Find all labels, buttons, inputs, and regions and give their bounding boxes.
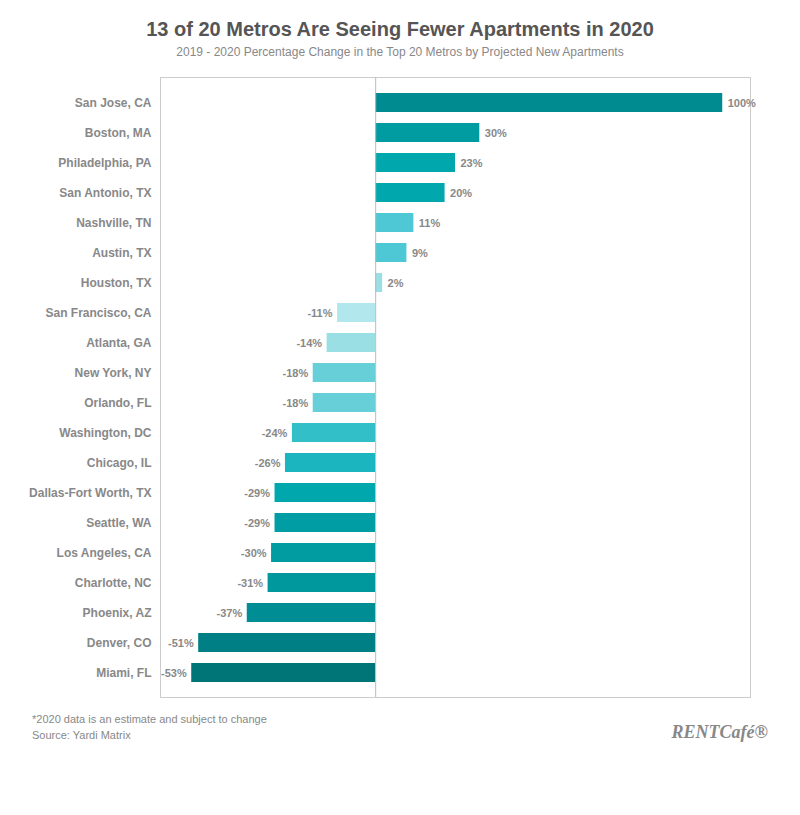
svg-text:Denver, CO: Denver, CO [87, 636, 152, 650]
svg-text:-29%: -29% [244, 487, 270, 499]
svg-text:Boston, MA: Boston, MA [85, 126, 152, 140]
svg-text:San Francisco, CA: San Francisco, CA [45, 306, 151, 320]
svg-text:Chicago, IL: Chicago, IL [87, 456, 152, 470]
svg-text:20%: 20% [450, 187, 472, 199]
svg-text:Phoenix, AZ: Phoenix, AZ [83, 606, 152, 620]
svg-text:Orlando, FL: Orlando, FL [84, 396, 151, 410]
svg-text:Dallas-Fort Worth, TX: Dallas-Fort Worth, TX [29, 486, 151, 500]
svg-text:-53%: -53% [161, 667, 187, 679]
svg-text:Nashville, TN: Nashville, TN [76, 216, 151, 230]
html-text:2019 - 2020 Percentage Change: 2019 - 2020 Percentage Change in the Top… [176, 45, 624, 59]
svg-text:9%: 9% [412, 247, 428, 259]
html-text:Source: Yardi Matrix: Source: Yardi Matrix [32, 729, 131, 741]
svg-text:-51%: -51% [168, 637, 194, 649]
svg-text:Washington, DC: Washington, DC [59, 426, 152, 440]
svg-text:-14%: -14% [296, 337, 322, 349]
svg-text:-29%: -29% [244, 517, 270, 529]
svg-text:-18%: -18% [283, 397, 309, 409]
svg-text:100%: 100% [728, 97, 756, 109]
svg-text:New York, NY: New York, NY [75, 366, 152, 380]
svg-text:Miami, FL: Miami, FL [96, 666, 151, 680]
svg-text:-11%: -11% [307, 307, 332, 319]
svg-text:-30%: -30% [241, 547, 267, 559]
svg-text:Charlotte, NC: Charlotte, NC [75, 576, 152, 590]
svg-text:-37%: -37% [217, 607, 243, 619]
html-text:13 of 20 Metros Are Seeing Few: 13 of 20 Metros Are Seeing Fewer Apartme… [146, 18, 654, 40]
svg-text:Austin, TX: Austin, TX [92, 246, 151, 260]
svg-text:11%: 11% [419, 217, 441, 229]
svg-text:2%: 2% [388, 277, 404, 289]
svg-text:-26%: -26% [255, 457, 281, 469]
svg-text:Houston, TX: Houston, TX [81, 276, 152, 290]
svg-text:Atlanta, GA: Atlanta, GA [86, 336, 152, 350]
svg-text:23%: 23% [461, 157, 483, 169]
html-text:RENTCafé®: RENTCafé® [671, 722, 768, 742]
svg-text:San Antonio, TX: San Antonio, TX [59, 186, 151, 200]
svg-text:San Jose, CA: San Jose, CA [75, 96, 152, 110]
svg-text:Seattle, WA: Seattle, WA [86, 516, 152, 530]
svg-text:-18%: -18% [283, 367, 309, 379]
svg-text:-24%: -24% [262, 427, 288, 439]
svg-text:30%: 30% [485, 127, 507, 139]
svg-text:-31%: -31% [237, 577, 263, 589]
svg-text:Philadelphia, PA: Philadelphia, PA [58, 156, 151, 170]
html-text:*2020 data is an estimate and: *2020 data is an estimate and subject to… [32, 713, 267, 725]
svg-text:Los Angeles, CA: Los Angeles, CA [57, 546, 152, 560]
